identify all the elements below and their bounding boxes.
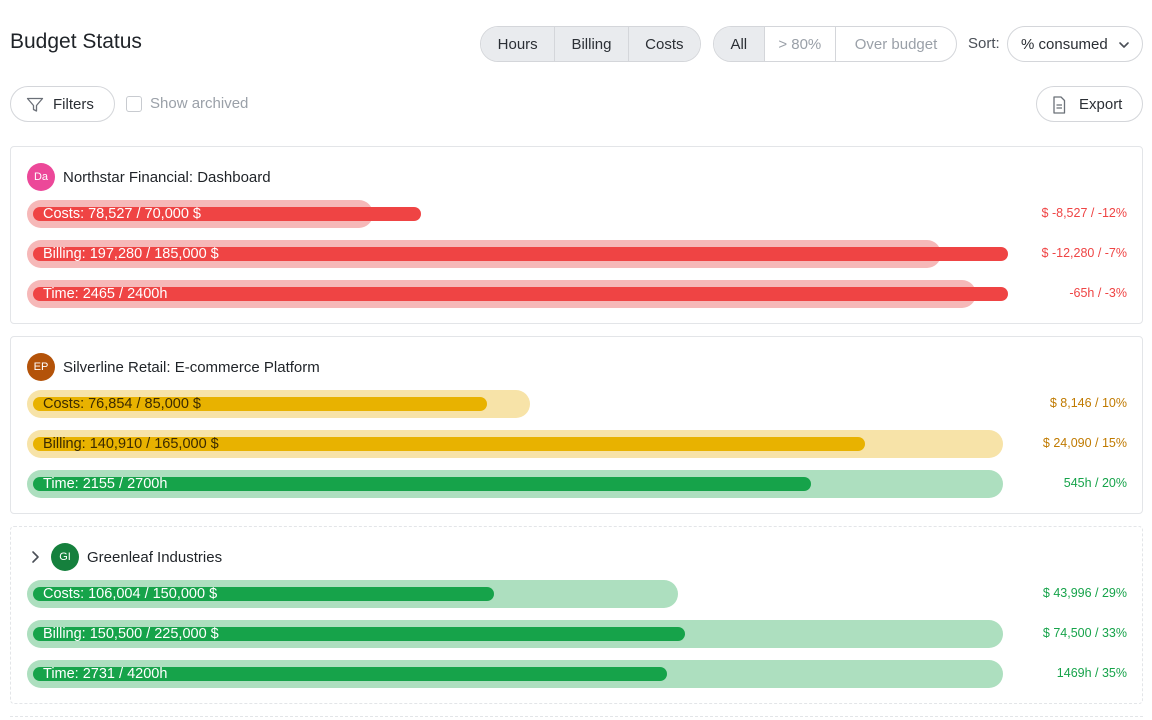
billing-budget-bar: Billing: 140,910 / 165,000 $ $ 24,090 / … bbox=[27, 430, 1127, 458]
bar-label: Time: 2155 / 2700h bbox=[43, 476, 168, 492]
avatar: GI bbox=[51, 543, 79, 571]
budget-filter-group: All > 80% Over budget bbox=[713, 26, 957, 62]
project-header: Da Northstar Financial: Dashboard bbox=[27, 163, 271, 191]
project-name[interactable]: Silverline Retail: E-commerce Platform bbox=[63, 358, 320, 376]
time-budget-bar: Time: 2731 / 4200h 1469h / 35% bbox=[27, 660, 1127, 688]
time-budget-bar: Time: 2465 / 2400h -65h / -3% bbox=[27, 280, 1127, 308]
bar-fill bbox=[33, 397, 487, 411]
bar-fill bbox=[33, 587, 494, 601]
show-archived-checkbox[interactable] bbox=[126, 95, 142, 112]
sort-label: Sort: bbox=[968, 35, 1000, 52]
project-header: GI Greenleaf Industries bbox=[27, 543, 222, 571]
show-archived-toggle[interactable]: Show archived bbox=[126, 95, 248, 112]
metric-billing-button[interactable]: Billing bbox=[554, 27, 628, 61]
bar-fill bbox=[33, 627, 685, 641]
bar-fill bbox=[33, 437, 865, 451]
costs-budget-bar: Costs: 106,004 / 150,000 $ $ 43,996 / 29… bbox=[27, 580, 1127, 608]
bar-label: Costs: 76,854 / 85,000 $ bbox=[43, 396, 201, 412]
filters-button[interactable]: Filters bbox=[10, 86, 115, 122]
export-label: Export bbox=[1079, 95, 1123, 113]
bar-label: Time: 2465 / 2400h bbox=[43, 286, 168, 302]
project-name[interactable]: Northstar Financial: Dashboard bbox=[63, 168, 271, 186]
avatar: Da bbox=[27, 163, 55, 191]
metric-costs-button[interactable]: Costs bbox=[627, 27, 700, 61]
bar-remaining-value: -65h / -3% bbox=[1069, 286, 1127, 300]
billing-budget-bar: Billing: 197,280 / 185,000 $ $ -12,280 /… bbox=[27, 240, 1127, 268]
project-card: EP Silverline Retail: E-commerce Platfor… bbox=[10, 336, 1143, 514]
time-budget-bar: Time: 2155 / 2700h 545h / 20% bbox=[27, 470, 1127, 498]
page-header: Budget Status Hours Billing Costs All > … bbox=[0, 0, 1152, 86]
document-icon bbox=[1053, 96, 1066, 114]
project-name[interactable]: Greenleaf Industries bbox=[87, 548, 223, 566]
metric-toggle-group: Hours Billing Costs bbox=[480, 26, 701, 62]
bar-label: Time: 2731 / 4200h bbox=[43, 666, 168, 682]
expand-toggle[interactable] bbox=[27, 550, 43, 564]
sort-select[interactable]: % consumed bbox=[1007, 26, 1143, 62]
billing-budget-bar: Billing: 150,500 / 225,000 $ $ 74,500 / … bbox=[27, 620, 1127, 648]
project-card: Da Northstar Financial: Dashboard Costs:… bbox=[10, 146, 1143, 324]
bar-label: Billing: 140,910 / 165,000 $ bbox=[43, 436, 219, 452]
bar-fill bbox=[33, 287, 1008, 301]
filter-over-80-button[interactable]: > 80% bbox=[763, 27, 835, 61]
avatar: EP bbox=[27, 353, 55, 381]
show-archived-label: Show archived bbox=[150, 95, 249, 112]
filters-label: Filters bbox=[53, 95, 94, 113]
metric-hours-button[interactable]: Hours bbox=[481, 27, 555, 61]
costs-budget-bar: Costs: 78,527 / 70,000 $ $ -8,527 / -12% bbox=[27, 200, 1127, 228]
bar-fill bbox=[33, 477, 811, 491]
bar-fill bbox=[33, 667, 667, 681]
bar-remaining-value: $ -12,280 / -7% bbox=[1041, 246, 1127, 260]
bar-fill bbox=[33, 247, 1008, 261]
bar-remaining-value: $ 43,996 / 29% bbox=[1042, 586, 1127, 600]
bar-label: Costs: 78,527 / 70,000 $ bbox=[43, 206, 201, 222]
filter-over-budget-button[interactable]: Over budget bbox=[835, 27, 956, 61]
bar-remaining-value: 545h / 20% bbox=[1063, 476, 1127, 490]
bar-label: Billing: 197,280 / 185,000 $ bbox=[43, 246, 219, 262]
project-header: EP Silverline Retail: E-commerce Platfor… bbox=[27, 353, 320, 381]
bar-remaining-value: $ 74,500 / 33% bbox=[1042, 626, 1127, 640]
chevron-right-icon bbox=[32, 551, 39, 563]
page-title: Budget Status bbox=[10, 30, 142, 53]
project-group-card: GI Greenleaf Industries Costs: 106,004 /… bbox=[10, 526, 1143, 704]
bar-fill bbox=[33, 207, 421, 221]
bar-remaining-value: 1469h / 35% bbox=[1056, 666, 1127, 680]
bar-label: Billing: 150,500 / 225,000 $ bbox=[43, 626, 219, 642]
bar-remaining-value: $ -8,527 / -12% bbox=[1041, 206, 1127, 220]
filter-icon bbox=[26, 97, 44, 112]
chevron-down-icon bbox=[1119, 42, 1129, 48]
costs-budget-bar: Costs: 76,854 / 85,000 $ $ 8,146 / 10% bbox=[27, 390, 1127, 418]
bar-label: Costs: 106,004 / 150,000 $ bbox=[43, 586, 218, 602]
next-card-edge bbox=[10, 716, 1143, 720]
filter-all-button[interactable]: All bbox=[714, 27, 764, 61]
bar-remaining-value: $ 24,090 / 15% bbox=[1042, 436, 1127, 450]
bar-remaining-value: $ 8,146 / 10% bbox=[1049, 396, 1127, 410]
sort-value: % consumed bbox=[1021, 35, 1108, 53]
export-button[interactable]: Export bbox=[1036, 86, 1143, 122]
